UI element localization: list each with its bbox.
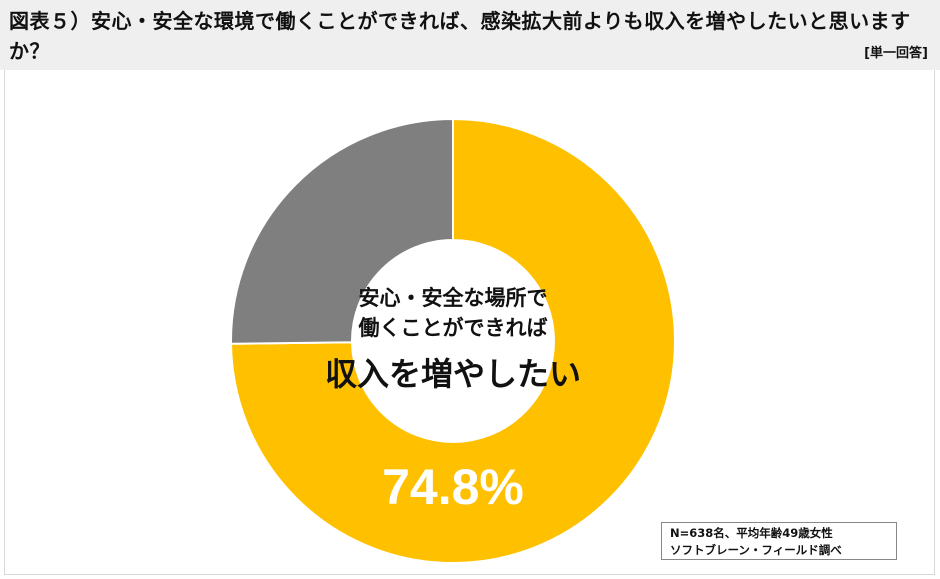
- donut-slice-1: [230, 117, 676, 564]
- note-line1: N=638名、平均年齢49歳女性: [670, 526, 833, 540]
- answer-type-label: [単一回答]: [864, 46, 928, 61]
- data-label: 74.8%: [382, 459, 524, 515]
- center-label-main: 収入を増やしたい: [324, 355, 581, 393]
- center-label-line1: 安心・安全な場所で: [358, 286, 548, 310]
- chart-title: 図表５）安心・安全な環境で働くことができれば、感染拡大前よりも収入を増やしたいと…: [9, 9, 911, 63]
- center-label-line2: 働くことができれば: [358, 316, 548, 340]
- note-line2: ソフトブレーン・フィールド調べ: [670, 543, 842, 557]
- source-note: N=638名、平均年齢49歳女性 ソフトブレーン・フィールド調べ: [661, 522, 897, 560]
- chart-header: 図表５）安心・安全な環境で働くことができれば、感染拡大前よりも収入を増やしたいと…: [0, 0, 940, 70]
- donut-slice-2: [230, 117, 454, 345]
- center-label-sub: 安心・安全な場所で 働くことができれば: [253, 283, 653, 343]
